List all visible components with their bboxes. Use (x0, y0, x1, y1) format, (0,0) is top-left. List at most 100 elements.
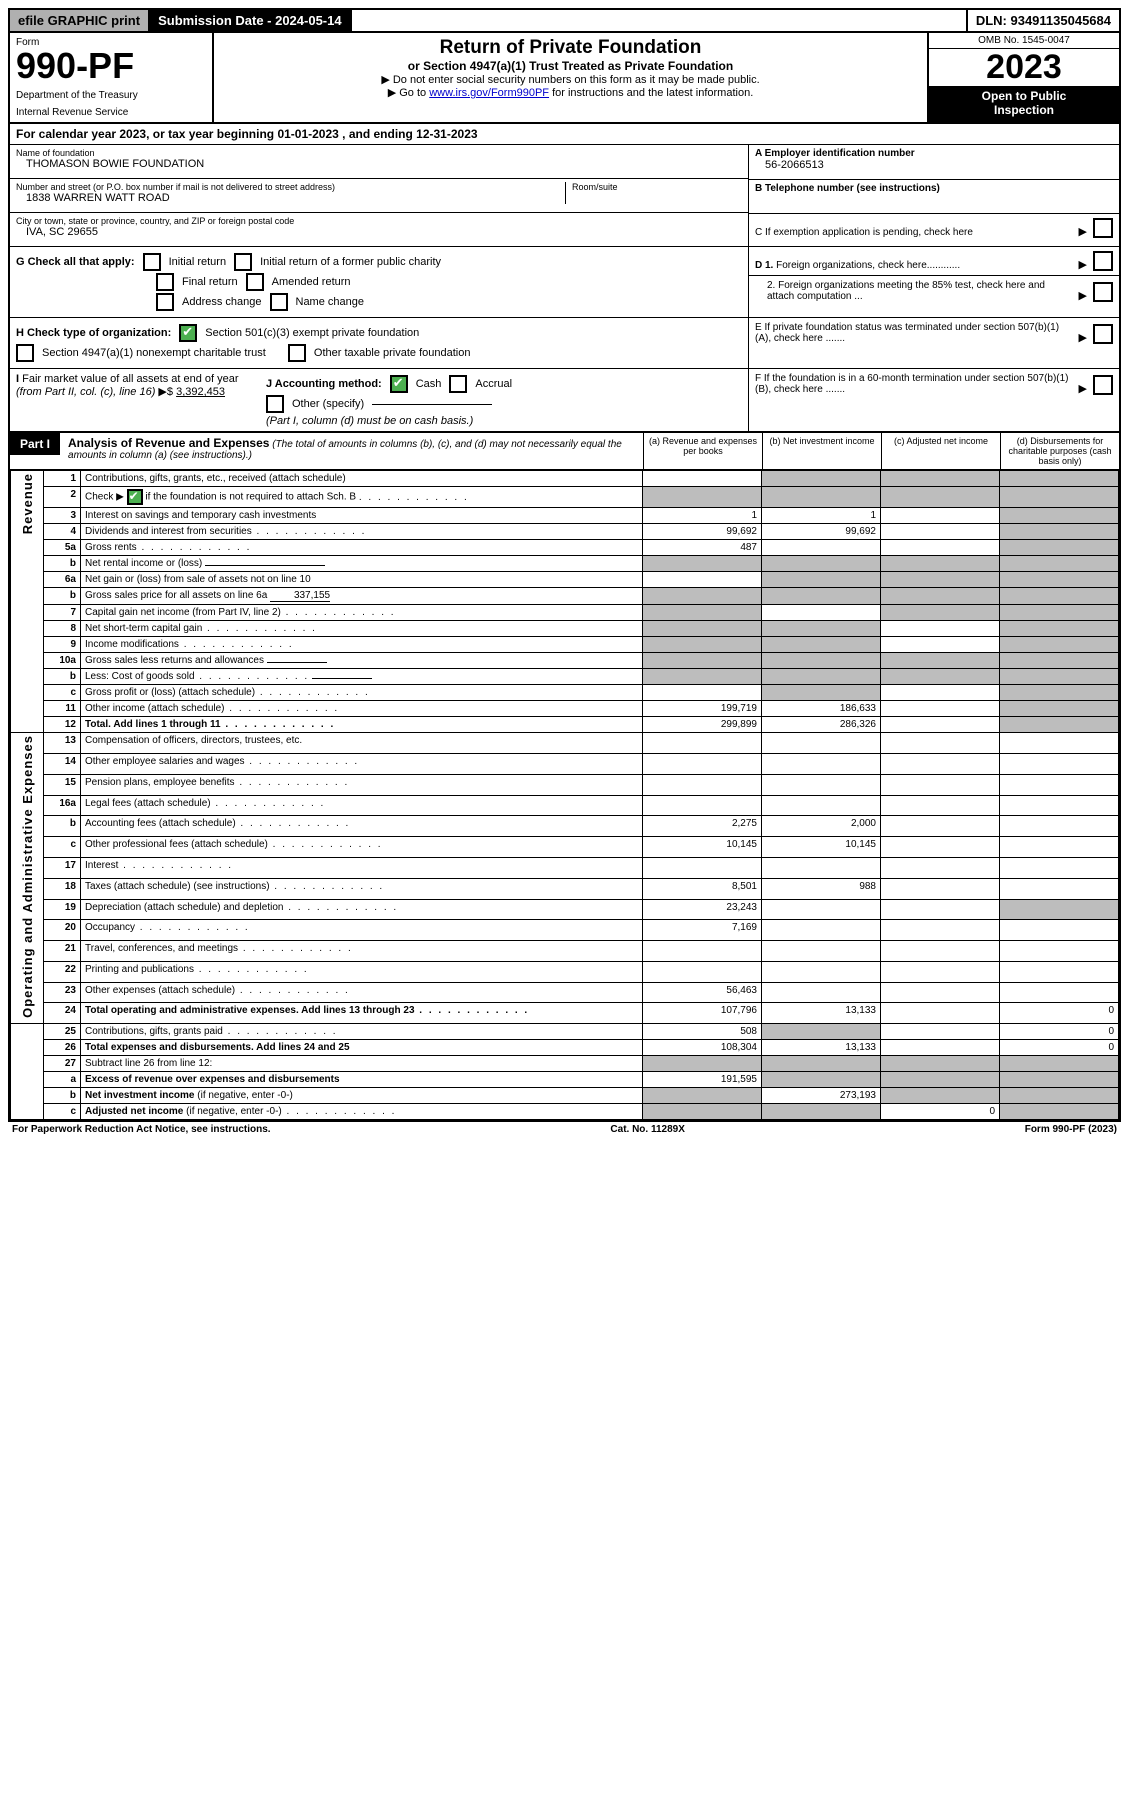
col-d-header: (d) Disbursements for charitable purpose… (1000, 433, 1119, 469)
col-b-header: (b) Net investment income (762, 433, 881, 469)
checkbox-initial-return[interactable] (143, 253, 161, 271)
table-row: 22Printing and publications (11, 961, 1119, 982)
table-row: 11Other income (attach schedule) 199,719… (11, 701, 1119, 717)
form-title: Return of Private Foundation (222, 37, 919, 59)
checkbox-other-taxable[interactable] (288, 344, 306, 362)
table-row: 4Dividends and interest from securities … (11, 524, 1119, 540)
submission-date: Submission Date - 2024-05-14 (150, 10, 352, 31)
checkbox-c[interactable] (1093, 218, 1113, 238)
table-row: bNet rental income or (loss) (11, 556, 1119, 572)
table-row: bNet investment income (if negative, ent… (11, 1088, 1119, 1104)
table-row: 10aGross sales less returns and allowanc… (11, 653, 1119, 669)
table-row: 8Net short-term capital gain (11, 621, 1119, 637)
j-label: J Accounting method: (266, 378, 382, 390)
omb-number: OMB No. 1545-0047 (929, 33, 1119, 49)
form-number: 990-PF (16, 48, 206, 84)
fmv-value: 3,392,453 (176, 386, 225, 398)
ein-label: A Employer identification number (755, 148, 1113, 159)
section-ij: I Fair market value of all assets at end… (10, 369, 1119, 431)
col-c-header: (c) Adjusted net income (881, 433, 1000, 469)
telephone-cell: B Telephone number (see instructions) (749, 180, 1119, 214)
checkbox-f[interactable] (1093, 375, 1113, 395)
table-row: 27Subtract line 26 from line 12: (11, 1056, 1119, 1072)
checkbox-d1[interactable] (1093, 251, 1113, 271)
table-row: 20Occupancy7,169 (11, 920, 1119, 941)
section-g: G Check all that apply: Initial return I… (10, 247, 1119, 318)
dept-treasury: Department of the Treasury (16, 90, 206, 101)
open-to-public: Open to Public Inspection (929, 86, 1119, 122)
form-container: efile GRAPHIC print Submission Date - 20… (8, 8, 1121, 1122)
checkbox-d2[interactable] (1093, 282, 1113, 302)
table-row: 24Total operating and administrative exp… (11, 1003, 1119, 1024)
checkbox-initial-former[interactable] (234, 253, 252, 271)
checkbox-final-return[interactable] (156, 273, 174, 291)
checkbox-amended-return[interactable] (246, 273, 264, 291)
expenses-side-label: Operating and Administrative Expenses (11, 733, 44, 1024)
part-i-header: Part I Analysis of Revenue and Expenses … (10, 431, 1119, 470)
table-row: 21Travel, conferences, and meetings (11, 941, 1119, 962)
address-cell: Number and street (or P.O. box number if… (10, 179, 748, 213)
table-row: 6aNet gain or (loss) from sale of assets… (11, 572, 1119, 588)
paperwork-notice: For Paperwork Reduction Act Notice, see … (12, 1124, 271, 1135)
form-header: Form 990-PF Department of the Treasury I… (10, 33, 1119, 124)
page-footer: For Paperwork Reduction Act Notice, see … (8, 1122, 1121, 1137)
foundation-name-cell: Name of foundation THOMASON BOWIE FOUNDA… (10, 145, 748, 179)
table-row: cAdjusted net income (if negative, enter… (11, 1104, 1119, 1120)
table-row: bGross sales price for all assets on lin… (11, 588, 1119, 605)
d2-foreign-85: 2. Foreign organizations meeting the 85%… (749, 276, 1119, 306)
form-subtitle: or Section 4947(a)(1) Trust Treated as P… (222, 59, 919, 73)
checkbox-address-change[interactable] (156, 293, 174, 311)
section-h: H Check type of organization: Section 50… (10, 318, 1119, 369)
telephone-label: B Telephone number (see instructions) (755, 183, 1113, 194)
efile-bar: efile GRAPHIC print Submission Date - 20… (10, 10, 1119, 33)
calendar-year-line: For calendar year 2023, or tax year begi… (10, 124, 1119, 145)
g-label: G Check all that apply: (16, 256, 135, 268)
goto-link-line: ▶ Go to www.irs.gov/Form990PF for instru… (222, 86, 919, 99)
checkbox-e[interactable] (1093, 324, 1113, 344)
checkbox-other-method[interactable] (266, 395, 284, 413)
form-year-block: OMB No. 1545-0047 2023 Open to Public In… (927, 33, 1119, 122)
dln-label: DLN: 93491135045684 (966, 10, 1119, 31)
street-address: 1838 WARREN WATT ROAD (16, 192, 565, 204)
table-row: cOther professional fees (attach schedul… (11, 837, 1119, 858)
checkbox-name-change[interactable] (270, 293, 288, 311)
table-row: 14Other employee salaries and wages (11, 754, 1119, 775)
table-row: 9Income modifications (11, 637, 1119, 653)
checkbox-accrual[interactable] (449, 375, 467, 393)
room-suite-label: Room/suite (565, 182, 742, 204)
table-row: 16aLegal fees (attach schedule) (11, 795, 1119, 816)
table-row: 26Total expenses and disbursements. Add … (11, 1040, 1119, 1056)
table-row: 7Capital gain net income (from Part IV, … (11, 605, 1119, 621)
checkbox-cash[interactable] (390, 375, 408, 393)
table-row: 5aGross rents 487 (11, 540, 1119, 556)
table-row: 2 Check ▶ if the foundation is not requi… (11, 487, 1119, 508)
table-row: 15Pension plans, employee benefits (11, 774, 1119, 795)
checkbox-4947a1[interactable] (16, 344, 34, 362)
part-i-label: Part I (10, 433, 60, 455)
city-label: City or town, state or province, country… (16, 216, 742, 226)
table-row: Revenue 1 Contributions, gifts, grants, … (11, 471, 1119, 487)
table-row: 19Depreciation (attach schedule) and dep… (11, 899, 1119, 920)
checkbox-501c3[interactable] (179, 324, 197, 342)
city-state-zip: IVA, SC 29655 (16, 226, 742, 238)
irs-label: Internal Revenue Service (16, 107, 206, 118)
form990pf-link[interactable]: www.irs.gov/Form990PF (429, 87, 549, 99)
table-row: bAccounting fees (attach schedule)2,2752… (11, 816, 1119, 837)
table-row: 17Interest (11, 857, 1119, 878)
address-label: Number and street (or P.O. box number if… (16, 182, 565, 192)
table-row: 25Contributions, gifts, grants paid5080 (11, 1024, 1119, 1040)
table-row: 23Other expenses (attach schedule)56,463 (11, 982, 1119, 1003)
city-cell: City or town, state or province, country… (10, 213, 748, 246)
checkbox-sch-b[interactable] (127, 489, 143, 505)
table-row: aExcess of revenue over expenses and dis… (11, 1072, 1119, 1088)
revenue-side-label: Revenue (11, 471, 44, 733)
goto-post: for instructions and the latest informat… (549, 87, 753, 99)
exemption-pending: C If exemption application is pending, c… (749, 214, 1119, 242)
goto-pre: ▶ Go to (388, 87, 429, 99)
foundation-name: THOMASON BOWIE FOUNDATION (16, 158, 742, 170)
table-row: 3Interest on savings and temporary cash … (11, 508, 1119, 524)
efile-print-label[interactable]: efile GRAPHIC print (10, 10, 150, 31)
tax-year: 2023 (929, 49, 1119, 86)
table-row: 18Taxes (attach schedule) (see instructi… (11, 878, 1119, 899)
ein-cell: A Employer identification number 56-2066… (749, 145, 1119, 180)
